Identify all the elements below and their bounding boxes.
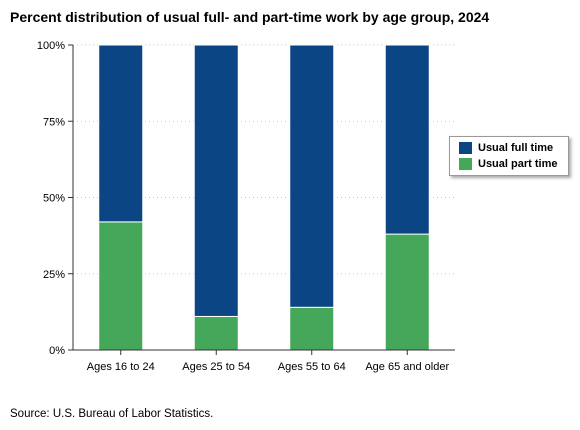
bar-part-time [384, 233, 430, 351]
x-tick-label: Age 65 and older [365, 361, 449, 373]
legend-item-full-time: Usual full time [459, 142, 553, 154]
bar-part-time [98, 221, 144, 351]
bar-part-time [193, 315, 239, 351]
x-tick-label: Ages 55 to 64 [278, 361, 346, 373]
legend-swatch-full-time [459, 142, 472, 154]
chart-legend: Usual full time Usual part time [449, 136, 569, 176]
y-tick-label: 100% [37, 40, 65, 52]
bar-full-time [193, 44, 239, 317]
legend-item-part-time: Usual part time [459, 158, 557, 170]
bar-full-time [289, 44, 335, 308]
y-tick-label: 0% [49, 345, 65, 357]
bar-full-time [98, 44, 144, 223]
legend-swatch-part-time [459, 158, 472, 170]
legend-label-full-time: Usual full time [478, 142, 554, 154]
source-note: Source: U.S. Bureau of Labor Statistics. [10, 408, 214, 420]
axes [68, 44, 455, 355]
x-tick-labels: Ages 16 to 24 Ages 25 to 54 Ages 55 to 64 A… [87, 361, 450, 373]
x-tick-label: Ages 16 to 24 [87, 361, 155, 373]
bars [98, 44, 430, 351]
bar-part-time [289, 306, 335, 351]
bar-full-time [384, 44, 430, 235]
chart-title: Percent distribution of usual full- and … [10, 9, 490, 25]
y-tick-labels: 0% 25% 50% 75% 100% [37, 40, 65, 357]
y-tick-label: 75% [43, 116, 65, 128]
y-tick-label: 50% [43, 193, 65, 205]
y-tick-label: 25% [43, 269, 65, 281]
legend-label-part-time: Usual part time [478, 158, 558, 170]
x-tick-label: Ages 25 to 54 [182, 361, 250, 373]
chart-area: 0% 25% 50% 75% 100% Ages 16 to 24 Ages 25 to … [37, 40, 455, 373]
